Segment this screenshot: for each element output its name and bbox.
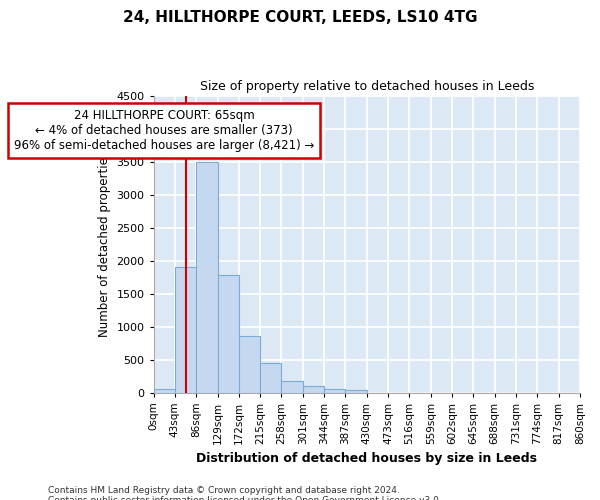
- Bar: [303, 386, 324, 392]
- Bar: [175, 267, 196, 392]
- X-axis label: Distribution of detached houses by size in Leeds: Distribution of detached houses by size …: [196, 452, 537, 465]
- Bar: [196, 162, 218, 392]
- Text: 24, HILLTHORPE COURT, LEEDS, LS10 4TG: 24, HILLTHORPE COURT, LEEDS, LS10 4TG: [123, 10, 477, 25]
- Bar: [154, 389, 175, 392]
- Title: Size of property relative to detached houses in Leeds: Size of property relative to detached ho…: [200, 80, 534, 93]
- Text: 24 HILLTHORPE COURT: 65sqm
← 4% of detached houses are smaller (373)
96% of semi: 24 HILLTHORPE COURT: 65sqm ← 4% of detac…: [14, 109, 314, 152]
- Bar: [239, 336, 260, 392]
- Text: Contains HM Land Registry data © Crown copyright and database right 2024.: Contains HM Land Registry data © Crown c…: [48, 486, 400, 495]
- Y-axis label: Number of detached properties: Number of detached properties: [98, 151, 111, 337]
- Bar: [218, 276, 239, 392]
- Bar: [346, 390, 367, 392]
- Bar: [324, 389, 346, 392]
- Text: Contains public sector information licensed under the Open Government Licence v3: Contains public sector information licen…: [48, 496, 442, 500]
- Bar: [281, 381, 303, 392]
- Bar: [260, 363, 281, 392]
